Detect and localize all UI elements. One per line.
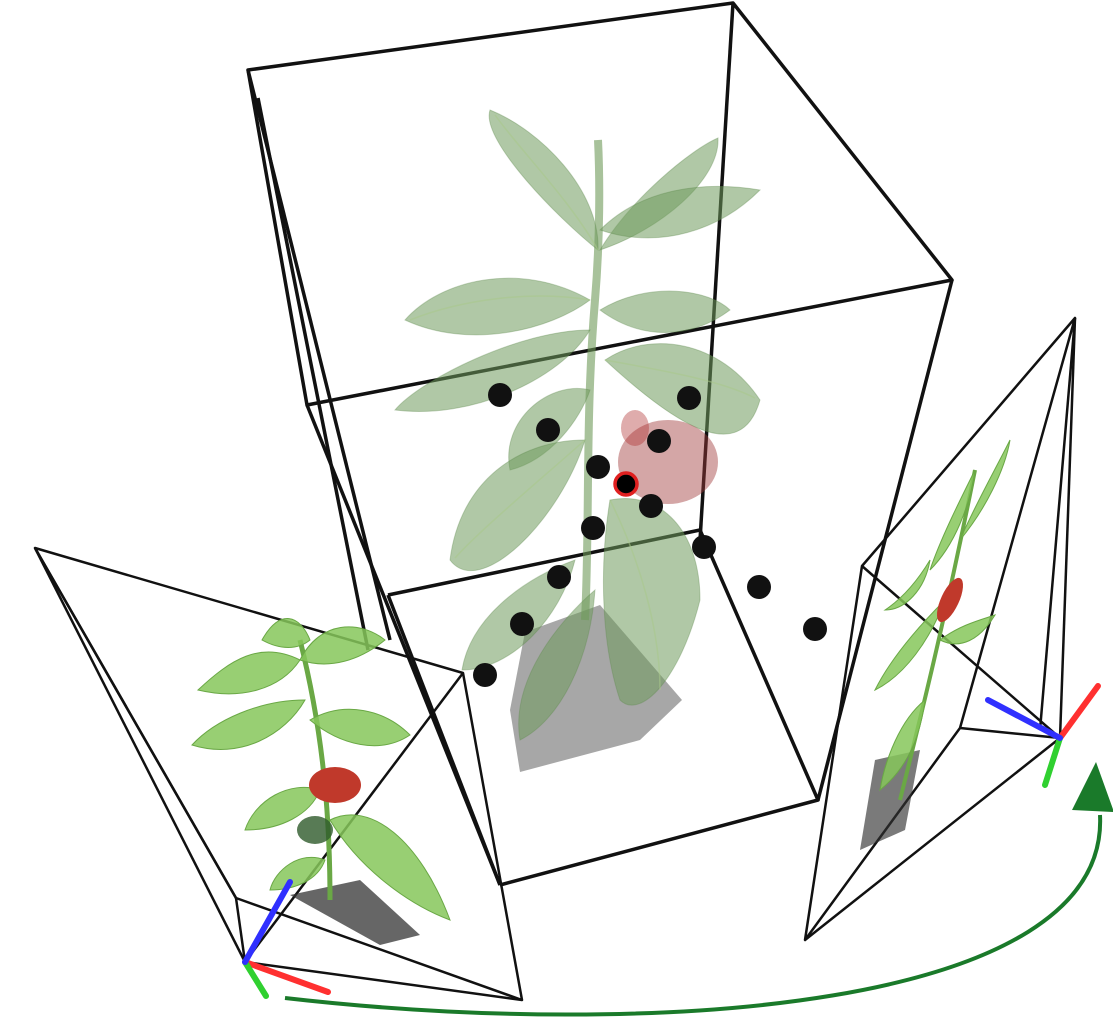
pepper-plant [394,109,762,772]
sample-point [647,429,671,453]
camera-right-ray [959,726,1061,740]
leaf [959,439,1011,541]
axis-z [242,879,293,965]
leaf [449,439,586,572]
bounding-volume [246,1,954,887]
camera-left-ray [234,897,247,963]
leaf [244,786,321,831]
axis-y [242,959,269,999]
camera-right-ray [1058,317,1077,739]
axis-z [985,697,1063,741]
leaf [939,614,997,645]
camera-left-axes [242,879,331,999]
leaf [309,708,411,747]
pepper-fruit [297,816,333,844]
camera-right-image [860,439,1011,850]
pepper-fruit [936,577,964,623]
camera-right-frustum [803,316,1077,942]
sample-points [473,383,827,687]
camera-left-frustum [33,546,524,1002]
camera-left-shadow [290,880,420,945]
leaf-vein [609,499,661,691]
leaf [879,698,926,792]
sample-point [547,565,571,589]
sample-point [581,516,605,540]
camera-left-image-plane [33,546,524,1002]
sample-point [586,455,610,479]
camera-left-ray [244,960,523,1002]
leaf [191,699,306,750]
camera-left-ray [33,547,238,899]
volume-edge [698,2,735,541]
plant-stem [581,139,604,621]
leaf-vein [454,439,586,559]
camera-right [803,316,1101,942]
leaf [404,277,591,336]
sample-point [510,612,534,636]
leaf [883,559,931,611]
sample-point [639,494,663,518]
camera-right-ray [804,737,1061,941]
leaf [488,109,599,252]
leaf-vein [604,359,756,399]
leaf [261,618,311,648]
camera-left-ray [33,547,247,963]
camera-right-ray [1038,317,1077,731]
sample-point [473,663,497,687]
axis-x [1057,683,1101,741]
leaf [394,329,591,412]
axis-y [1042,735,1063,788]
sample-point [692,535,716,559]
leaf [599,185,762,239]
leaf [929,469,976,571]
leaf [602,498,701,706]
axis-x [242,959,331,995]
leaf-vein [494,114,599,251]
camera-trajectory-arrow [284,814,1103,1017]
pepper-fruit [309,767,361,803]
leaf-vein [409,295,591,321]
trajectory-arrowhead [1072,762,1113,812]
volume-edge [386,594,502,886]
volume-edge [256,97,370,651]
leaf [269,856,326,891]
sample-point [488,383,512,407]
camera-right-axes [985,683,1101,788]
sample-point-highlighted [613,471,639,497]
sample-point [677,386,701,410]
sample-point [803,617,827,641]
pepper-fruit [618,420,718,504]
camera-left-image [191,618,451,945]
sample-point [747,575,771,599]
volume-mid-edge [387,528,820,887]
leaf [873,599,946,692]
sample-point [536,418,560,442]
leaf [599,290,731,333]
leaf [329,814,451,921]
leaf [518,588,596,741]
leaf [299,626,386,665]
camera-right-ray [861,565,1061,739]
pepper-fruit [621,410,649,446]
camera-left [33,546,524,1002]
leaf [196,651,301,695]
